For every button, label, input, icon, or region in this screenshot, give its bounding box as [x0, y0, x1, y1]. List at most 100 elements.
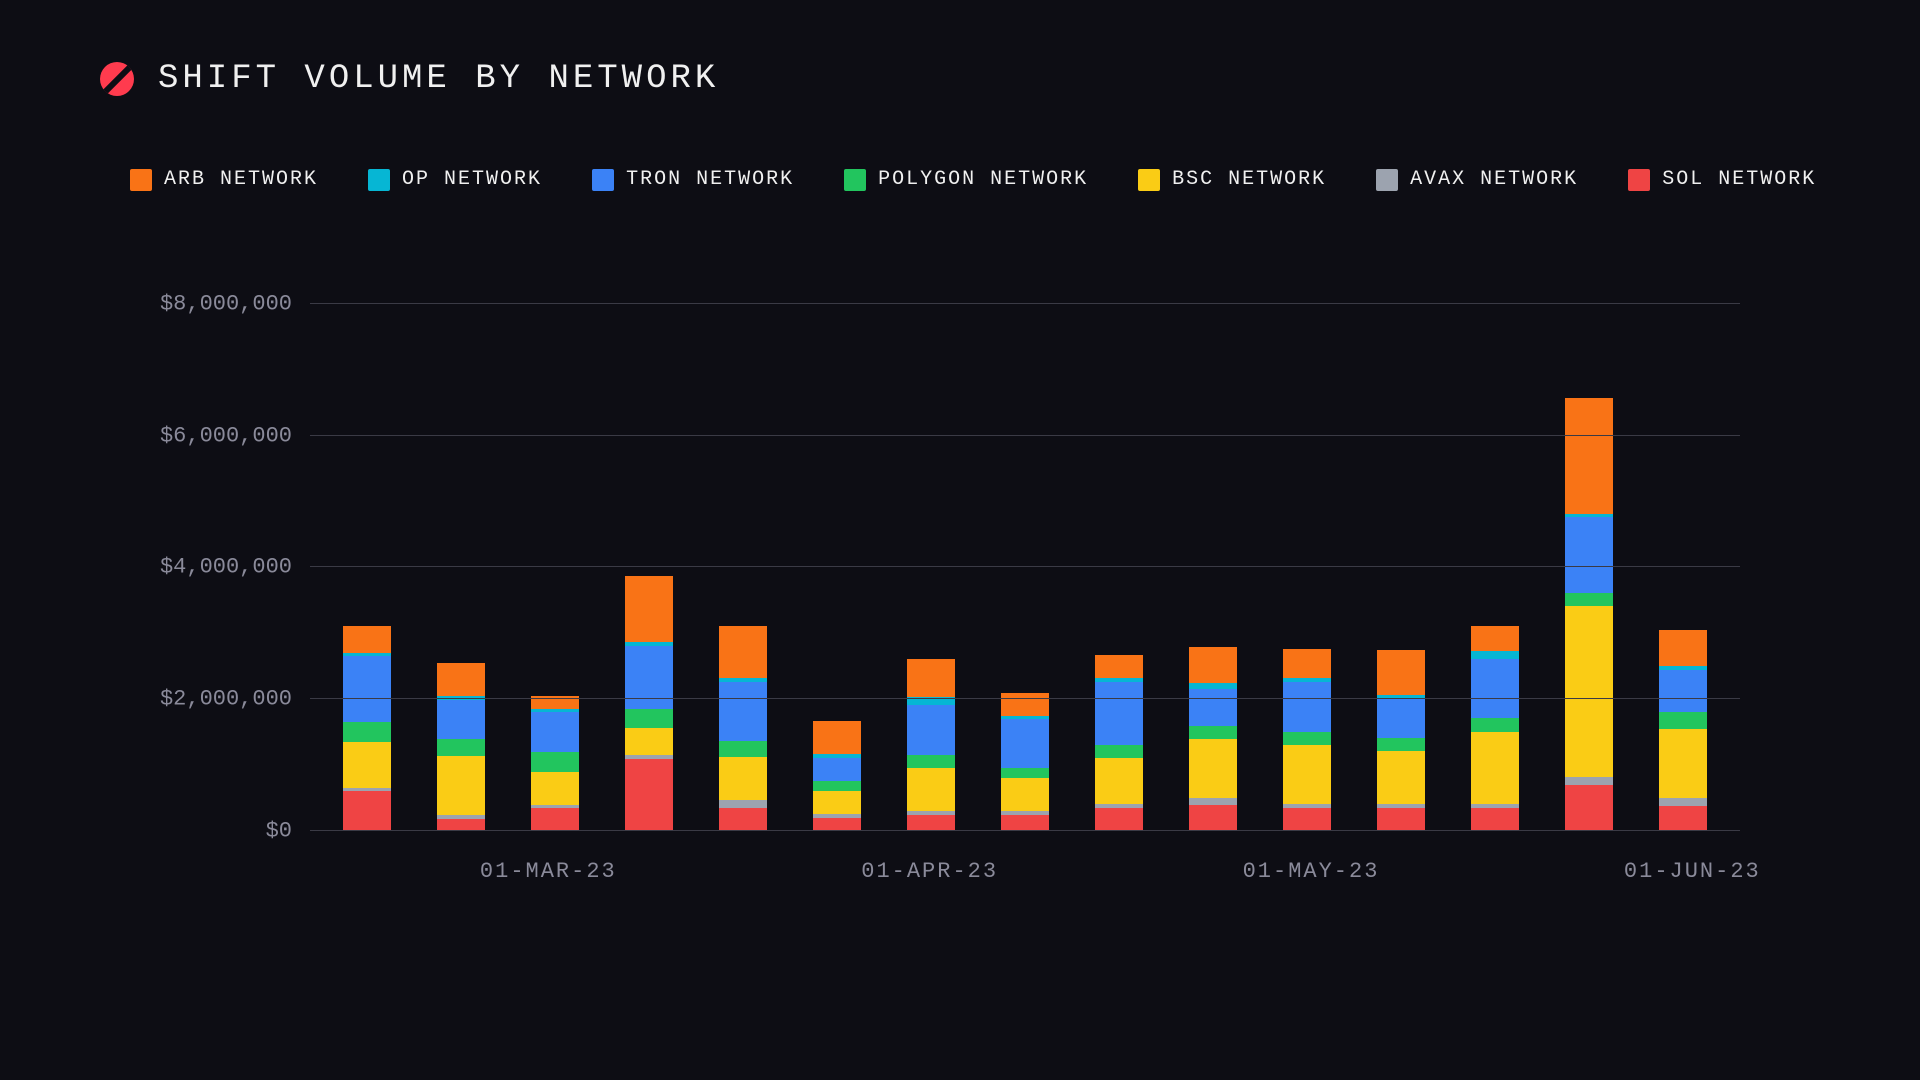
- bar-segment-bsc: [907, 768, 955, 811]
- gridline: [310, 303, 1740, 304]
- bar-segment-tron: [1095, 682, 1143, 745]
- bar-segment-sol: [1095, 808, 1143, 831]
- legend-item-avax[interactable]: AVAX NETWORK: [1376, 168, 1578, 191]
- bar-segment-polygon: [813, 781, 861, 791]
- bar-segment-polygon: [1377, 738, 1425, 751]
- bar-segment-tron: [343, 656, 391, 722]
- y-tick-label: $6,000,000: [160, 423, 292, 448]
- bar-segment-tron: [531, 712, 579, 752]
- legend-swatch-op: [368, 169, 390, 191]
- bar-segment-polygon: [1565, 593, 1613, 606]
- bar-segment-polygon: [1659, 712, 1707, 728]
- y-tick-label: $4,000,000: [160, 555, 292, 580]
- bar-segment-polygon: [437, 739, 485, 755]
- legend-swatch-polygon: [844, 169, 866, 191]
- bars-container: [310, 271, 1740, 831]
- bar[interactable]: [813, 721, 861, 831]
- bar[interactable]: [1095, 655, 1143, 831]
- bar-segment-arb: [907, 659, 955, 697]
- bar-segment-arb: [437, 663, 485, 696]
- bar-segment-sol: [1377, 808, 1425, 831]
- bar-segment-avax: [719, 800, 767, 808]
- bar-segment-polygon: [907, 755, 955, 768]
- bar-segment-sol: [343, 791, 391, 831]
- bar[interactable]: [907, 659, 955, 831]
- bar[interactable]: [625, 576, 673, 831]
- bar-segment-sol: [1001, 815, 1049, 831]
- bar[interactable]: [1565, 398, 1613, 831]
- bar-segment-bsc: [1659, 729, 1707, 798]
- plot-area: [310, 271, 1740, 831]
- bar[interactable]: [531, 696, 579, 831]
- bar[interactable]: [343, 626, 391, 831]
- legend-label: OP NETWORK: [402, 168, 542, 191]
- bar-segment-sol: [1565, 785, 1613, 831]
- bar-segment-tron: [813, 758, 861, 781]
- bar[interactable]: [1001, 693, 1049, 831]
- y-axis: $0$2,000,000$4,000,000$6,000,000$8,000,0…: [150, 271, 310, 831]
- x-tick-label: 01-MAY-23: [1243, 859, 1380, 884]
- bar-segment-sol: [625, 759, 673, 831]
- legend-swatch-sol: [1628, 169, 1650, 191]
- bar-segment-op: [1189, 683, 1237, 690]
- bar-segment-bsc: [343, 742, 391, 788]
- gridline: [310, 435, 1740, 436]
- bar-segment-sol: [1283, 808, 1331, 831]
- bar[interactable]: [437, 663, 485, 831]
- legend-item-op[interactable]: OP NETWORK: [368, 168, 542, 191]
- bar-segment-arb: [1659, 630, 1707, 666]
- bar-segment-bsc: [1001, 778, 1049, 811]
- legend-swatch-arb: [130, 169, 152, 191]
- bar[interactable]: [719, 626, 767, 831]
- bar-segment-tron: [1659, 670, 1707, 713]
- gridline: [310, 566, 1740, 567]
- bar-segment-tron: [1377, 699, 1425, 739]
- bar-segment-polygon: [625, 709, 673, 729]
- bar-segment-avax: [1565, 777, 1613, 785]
- bar-segment-arb: [1283, 649, 1331, 679]
- y-tick-label: $2,000,000: [160, 687, 292, 712]
- bar-segment-polygon: [1283, 732, 1331, 745]
- bar-segment-bsc: [1283, 745, 1331, 804]
- legend-swatch-bsc: [1138, 169, 1160, 191]
- x-tick-label: 01-MAR-23: [480, 859, 617, 884]
- legend-swatch-avax: [1376, 169, 1398, 191]
- chart: $0$2,000,000$4,000,000$6,000,000$8,000,0…: [150, 271, 1820, 831]
- bar-segment-bsc: [1095, 758, 1143, 804]
- bar-segment-avax: [1659, 798, 1707, 806]
- bar-segment-arb: [1001, 693, 1049, 716]
- gridline: [310, 698, 1740, 699]
- bar-segment-tron: [1189, 689, 1237, 725]
- legend-item-polygon[interactable]: POLYGON NETWORK: [844, 168, 1088, 191]
- bar[interactable]: [1189, 647, 1237, 831]
- bar-segment-polygon: [719, 741, 767, 757]
- bar-segment-polygon: [531, 752, 579, 772]
- bar-segment-bsc: [1377, 751, 1425, 804]
- legend-item-sol[interactable]: SOL NETWORK: [1628, 168, 1816, 191]
- bar[interactable]: [1377, 650, 1425, 831]
- bar-segment-tron: [1283, 682, 1331, 731]
- legend-label: TRON NETWORK: [626, 168, 794, 191]
- bar[interactable]: [1659, 630, 1707, 831]
- bar-segment-tron: [1471, 659, 1519, 718]
- bar-segment-arb: [1189, 647, 1237, 683]
- legend-label: AVAX NETWORK: [1410, 168, 1578, 191]
- legend-item-arb[interactable]: ARB NETWORK: [130, 168, 318, 191]
- bar-segment-tron: [1001, 719, 1049, 768]
- bar-segment-polygon: [1471, 718, 1519, 731]
- chart-title: SHIFT VOLUME BY NETWORK: [158, 60, 719, 98]
- x-tick-label: 01-JUN-23: [1624, 859, 1761, 884]
- bar-segment-bsc: [437, 756, 485, 815]
- x-axis: 01-MAR-2301-APR-2301-MAY-2301-JUN-23: [310, 831, 1740, 891]
- bar-segment-tron: [907, 705, 955, 754]
- bar-segment-avax: [1189, 798, 1237, 805]
- bar-segment-sol: [719, 808, 767, 831]
- legend: ARB NETWORK OP NETWORK TRON NETWORK POLYGON…: [130, 168, 1820, 191]
- bar-segment-bsc: [719, 757, 767, 800]
- legend-item-bsc[interactable]: BSC NETWORK: [1138, 168, 1326, 191]
- legend-item-tron[interactable]: TRON NETWORK: [592, 168, 794, 191]
- bar[interactable]: [1283, 649, 1331, 831]
- bar-segment-op: [1471, 651, 1519, 659]
- bar-segment-arb: [1471, 626, 1519, 651]
- bar[interactable]: [1471, 626, 1519, 831]
